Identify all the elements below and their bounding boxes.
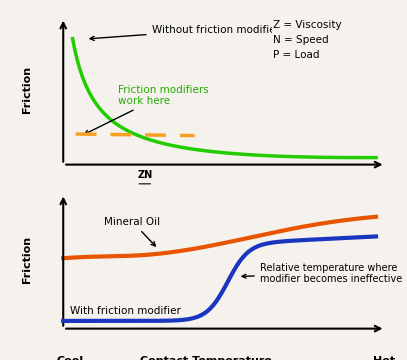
Text: Cool: Cool: [57, 356, 84, 360]
Text: Hot: Hot: [373, 356, 395, 360]
Text: With friction modifier: With friction modifier: [70, 306, 182, 316]
Text: (Stribeck): (Stribeck): [185, 189, 247, 199]
Text: Friction modifiers
work here: Friction modifiers work here: [85, 85, 208, 134]
Text: Friction: Friction: [22, 66, 32, 113]
Text: Contact Temperature: Contact Temperature: [140, 356, 271, 360]
Text: Without friction modifier: Without friction modifier: [90, 24, 280, 40]
Text: Relative temperature where
modifier becomes ineffective: Relative temperature where modifier beco…: [242, 263, 402, 284]
Text: P: P: [141, 193, 149, 202]
Text: Z = Viscosity
N = Speed
P = Load: Z = Viscosity N = Speed P = Load: [273, 20, 342, 60]
Text: Friction: Friction: [22, 236, 32, 283]
Text: Mineral Oil: Mineral Oil: [104, 217, 160, 246]
Text: ZN: ZN: [137, 170, 153, 180]
